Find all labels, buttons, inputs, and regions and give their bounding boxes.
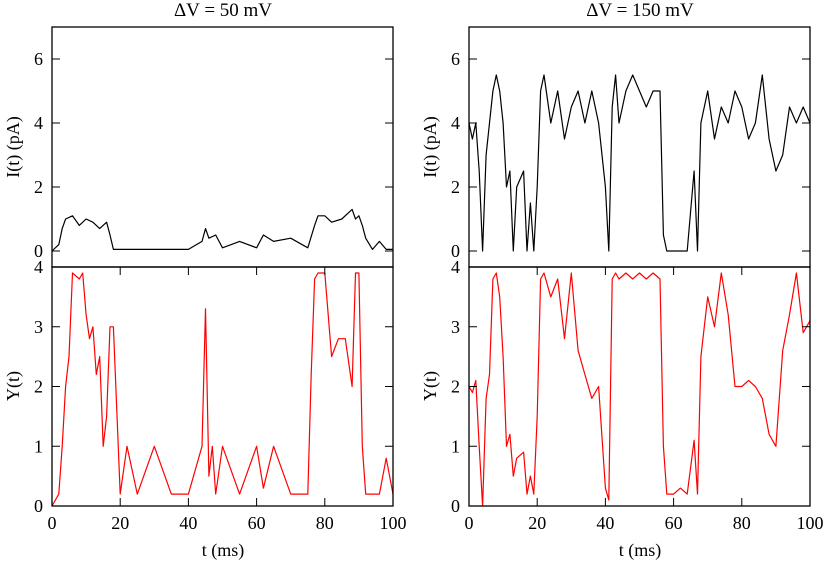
y-tick-label-top-right-6: 6 xyxy=(451,49,460,69)
x-axis-label-left: t (ms) xyxy=(202,540,245,561)
y-axis-label-top-right: I(t) (pA) xyxy=(420,116,441,177)
y-axis-label-bottom-left: Y(t) xyxy=(3,371,24,401)
y-tick-label-bottom-right-2: 2 xyxy=(451,377,460,397)
y-tick-label-top-left-4: 4 xyxy=(34,113,43,133)
y-axis-label-top-left: I(t) (pA) xyxy=(3,116,24,177)
x-tick-label-bottom-left-100: 100 xyxy=(380,513,407,533)
plot-frame-bottom-right xyxy=(468,266,811,507)
plot-frame-bottom-left xyxy=(51,266,394,507)
series-line-top-right xyxy=(468,74,811,252)
panel-title-left: ΔV = 50 mV xyxy=(174,0,272,21)
y-tick-label-top-right-0: 0 xyxy=(451,241,460,261)
x-tick-label-bottom-right-100: 100 xyxy=(797,513,824,533)
y-tick-label-top-left-6: 6 xyxy=(34,49,43,69)
y-axis-label-bottom-right: Y(t) xyxy=(420,371,441,401)
panel-title-right: ΔV = 150 mV xyxy=(586,0,694,21)
x-tick-label-bottom-right-60: 60 xyxy=(665,513,683,533)
series-line-bottom-right xyxy=(468,272,811,507)
y-tick-label-bottom-right-4: 4 xyxy=(451,257,460,277)
series-line-bottom-left xyxy=(51,272,394,507)
panel-top-right: ΔV = 150 mV I(t) (pA) 0 2 4 6 xyxy=(420,0,811,268)
x-axis-label-right: t (ms) xyxy=(619,540,662,561)
y-tick-label-bottom-left-0: 0 xyxy=(34,496,43,516)
y-tick-label-bottom-left-4: 4 xyxy=(34,257,43,277)
y-tick-label-bottom-left-1: 1 xyxy=(34,436,43,456)
x-tick-label-bottom-left-20: 20 xyxy=(111,513,129,533)
x-tick-label-bottom-right-40: 40 xyxy=(596,513,614,533)
y-tick-label-top-left-2: 2 xyxy=(34,177,43,197)
y-tick-label-top-left-0: 0 xyxy=(34,241,43,261)
x-tick-label-bottom-right-0: 0 xyxy=(465,513,474,533)
y-tick-label-top-right-4: 4 xyxy=(451,113,460,133)
x-tick-label-bottom-left-0: 0 xyxy=(48,513,57,533)
x-tick-label-bottom-right-20: 20 xyxy=(528,513,546,533)
y-tick-label-bottom-right-3: 3 xyxy=(451,317,460,337)
x-tick-label-bottom-left-60: 60 xyxy=(248,513,266,533)
panel-top-left: ΔV = 50 mV I(t) (pA) 0 2 4 6 xyxy=(3,0,394,268)
y-tick-label-top-right-2: 2 xyxy=(451,177,460,197)
plot-frame-top-left xyxy=(51,26,394,268)
y-tick-label-bottom-right-0: 0 xyxy=(451,496,460,516)
series-line-top-left xyxy=(51,208,393,252)
y-tick-label-bottom-right-1: 1 xyxy=(451,436,460,456)
y-tick-label-bottom-left-2: 2 xyxy=(34,377,43,397)
y-tick-label-bottom-left-3: 3 xyxy=(34,317,43,337)
x-tick-label-bottom-left-40: 40 xyxy=(179,513,197,533)
plot-frame-top-right xyxy=(468,26,811,268)
x-tick-label-bottom-left-80: 80 xyxy=(316,513,334,533)
x-tick-label-bottom-right-80: 80 xyxy=(733,513,751,533)
